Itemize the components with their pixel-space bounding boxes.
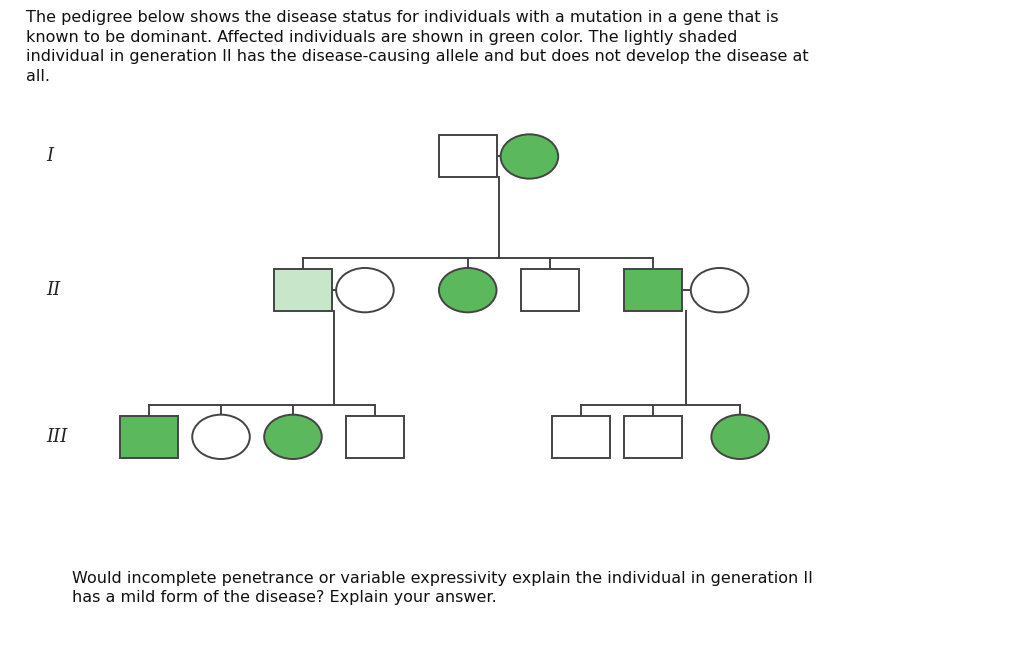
Bar bbox=[274, 269, 332, 311]
Ellipse shape bbox=[439, 268, 497, 312]
Bar bbox=[552, 416, 610, 458]
Text: Would incomplete penetrance or variable expressivity explain the individual in g: Would incomplete penetrance or variable … bbox=[72, 570, 813, 605]
Ellipse shape bbox=[336, 268, 394, 312]
Text: I: I bbox=[46, 147, 53, 166]
Ellipse shape bbox=[711, 415, 769, 459]
Text: The pedigree below shows the disease status for individuals with a mutation in a: The pedigree below shows the disease sta… bbox=[26, 10, 808, 84]
Ellipse shape bbox=[691, 268, 748, 312]
Text: III: III bbox=[46, 428, 68, 446]
Ellipse shape bbox=[501, 134, 558, 179]
Bar bbox=[120, 416, 178, 458]
Ellipse shape bbox=[264, 415, 322, 459]
Bar bbox=[439, 136, 497, 177]
Bar bbox=[624, 416, 682, 458]
Text: II: II bbox=[46, 281, 61, 299]
Ellipse shape bbox=[192, 415, 250, 459]
Bar bbox=[521, 269, 579, 311]
Bar bbox=[624, 269, 682, 311]
Bar bbox=[346, 416, 404, 458]
